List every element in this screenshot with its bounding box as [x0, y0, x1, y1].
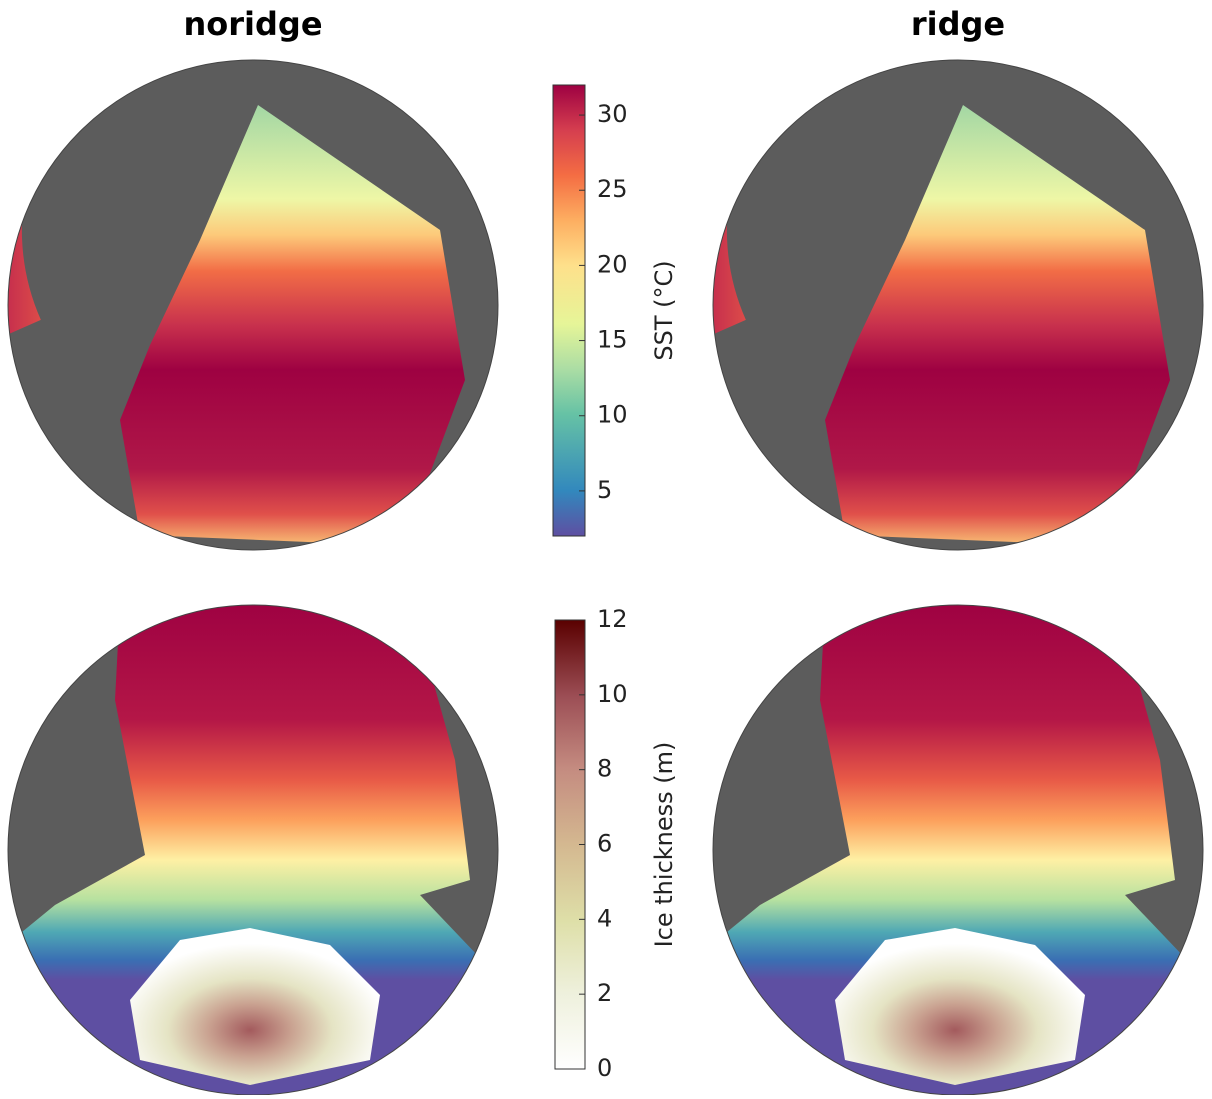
globe-ice: [705, 598, 1212, 1095]
figure: noridge ridge 5 10 15 20 25 30 SST (°C) 0 2 4 6 8 10…: [0, 0, 1212, 1095]
tick-label: 10: [597, 680, 628, 708]
tick-label: 20: [597, 250, 628, 278]
tick-label: 15: [597, 326, 628, 354]
globe-sst: [702, 0, 1203, 550]
tick-label: 30: [597, 100, 628, 128]
tick-label: 8: [597, 755, 612, 783]
colorbar-label: SST (°C): [650, 260, 678, 360]
tick-label: 5: [597, 476, 612, 504]
colorbar: [553, 85, 585, 536]
panel-title: noridge: [183, 5, 322, 43]
globe-ice: [0, 598, 520, 1095]
tick-label: 6: [597, 830, 612, 858]
tick-label: 0: [597, 1054, 612, 1082]
tick-label: 4: [597, 904, 612, 932]
panel-title: ridge: [911, 5, 1005, 43]
tick-label: 2: [597, 979, 612, 1007]
tick-label: 10: [597, 401, 628, 429]
tick-label: 12: [597, 605, 628, 633]
colorbar-label: Ice thickness (m): [650, 742, 678, 948]
tick-label: 25: [597, 175, 628, 203]
globe-sst: [0, 0, 498, 550]
